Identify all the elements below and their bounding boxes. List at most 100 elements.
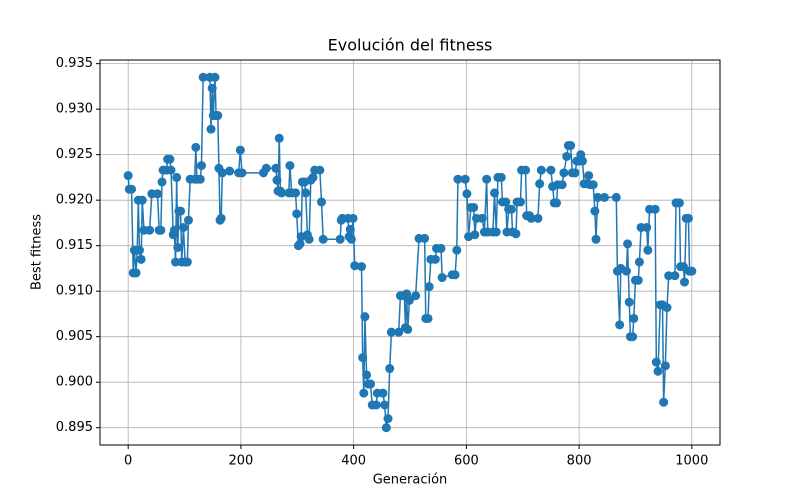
data-point xyxy=(660,361,670,371)
data-point xyxy=(191,142,201,152)
data-point xyxy=(285,161,295,171)
data-point xyxy=(345,224,355,234)
y-tick-label: 0.905 xyxy=(56,329,93,344)
data-point xyxy=(521,165,531,175)
y-tick-label: 0.915 xyxy=(56,238,93,253)
data-point xyxy=(643,245,653,255)
data-point xyxy=(674,198,684,208)
data-point xyxy=(357,262,367,272)
x-tick-label: 600 xyxy=(454,454,479,469)
data-point xyxy=(469,202,479,212)
data-point xyxy=(274,133,284,143)
y-axis-label: Best fitness xyxy=(30,214,45,290)
data-point xyxy=(552,198,562,208)
data-point xyxy=(599,192,609,202)
data-point xyxy=(145,225,155,235)
data-point xyxy=(335,234,345,244)
y-tick-label: 0.935 xyxy=(56,56,93,71)
data-point xyxy=(295,239,305,249)
y-tick-label: 0.925 xyxy=(56,147,93,162)
data-point xyxy=(611,192,621,202)
data-point xyxy=(360,312,370,322)
data-point xyxy=(593,192,603,202)
x-tick-label: 0 xyxy=(124,454,132,469)
data-point xyxy=(291,188,301,198)
data-point xyxy=(436,243,446,253)
y-tick-label: 0.910 xyxy=(56,284,93,299)
data-point xyxy=(621,266,631,276)
chart-title: Evolución del fitness xyxy=(328,36,493,55)
data-point xyxy=(371,400,381,410)
data-point xyxy=(292,209,302,219)
data-point xyxy=(276,188,286,198)
data-point xyxy=(566,141,576,151)
data-point xyxy=(166,165,176,175)
data-point xyxy=(315,165,325,175)
x-axis-label: Generación xyxy=(373,473,448,488)
data-point xyxy=(482,174,492,184)
data-point xyxy=(562,151,572,161)
data-point xyxy=(172,172,182,182)
data-point xyxy=(213,111,223,121)
data-point xyxy=(348,213,358,223)
data-point xyxy=(420,233,430,243)
data-point xyxy=(462,189,472,199)
data-point xyxy=(182,257,192,267)
data-point xyxy=(157,177,167,187)
data-point xyxy=(206,124,216,134)
data-point xyxy=(136,254,146,264)
data-point xyxy=(383,414,393,424)
data-point xyxy=(152,189,162,199)
data-point xyxy=(424,282,434,292)
data-point xyxy=(156,225,166,235)
data-point xyxy=(453,174,463,184)
data-point xyxy=(623,239,633,249)
data-point xyxy=(536,165,546,175)
data-point xyxy=(207,83,217,93)
data-point xyxy=(378,388,388,398)
data-point xyxy=(659,397,669,407)
y-tick-label: 0.920 xyxy=(56,193,93,208)
data-point xyxy=(642,222,652,232)
data-point xyxy=(624,297,634,307)
data-point xyxy=(235,145,245,155)
data-point xyxy=(362,370,372,380)
data-point xyxy=(131,268,141,278)
data-point xyxy=(588,180,598,190)
data-point xyxy=(176,206,186,216)
data-point xyxy=(308,172,318,182)
data-point xyxy=(591,234,601,244)
data-point xyxy=(590,206,600,216)
data-point xyxy=(359,388,369,398)
data-point xyxy=(137,195,147,205)
data-point xyxy=(304,234,314,244)
data-point xyxy=(570,168,580,178)
data-point xyxy=(173,242,183,252)
data-point xyxy=(358,353,368,363)
data-point xyxy=(178,222,188,232)
x-tick-label: 400 xyxy=(341,454,366,469)
data-point xyxy=(450,270,460,280)
data-point xyxy=(506,204,516,214)
data-point xyxy=(687,266,697,276)
data-point xyxy=(171,257,181,267)
data-point xyxy=(470,230,480,240)
data-point xyxy=(477,213,487,223)
data-point xyxy=(662,303,672,313)
data-point xyxy=(423,313,433,323)
y-tick-label: 0.895 xyxy=(56,420,93,435)
data-point xyxy=(490,188,500,198)
data-point xyxy=(683,213,693,223)
data-point xyxy=(210,72,220,82)
data-point xyxy=(403,324,413,334)
data-point xyxy=(196,161,206,171)
data-point xyxy=(633,275,643,285)
x-tick-label: 800 xyxy=(567,454,592,469)
data-point xyxy=(664,271,674,281)
data-point xyxy=(237,168,247,178)
data-point xyxy=(557,180,567,190)
data-point xyxy=(225,166,235,176)
data-point xyxy=(366,379,376,389)
data-point xyxy=(559,168,569,178)
